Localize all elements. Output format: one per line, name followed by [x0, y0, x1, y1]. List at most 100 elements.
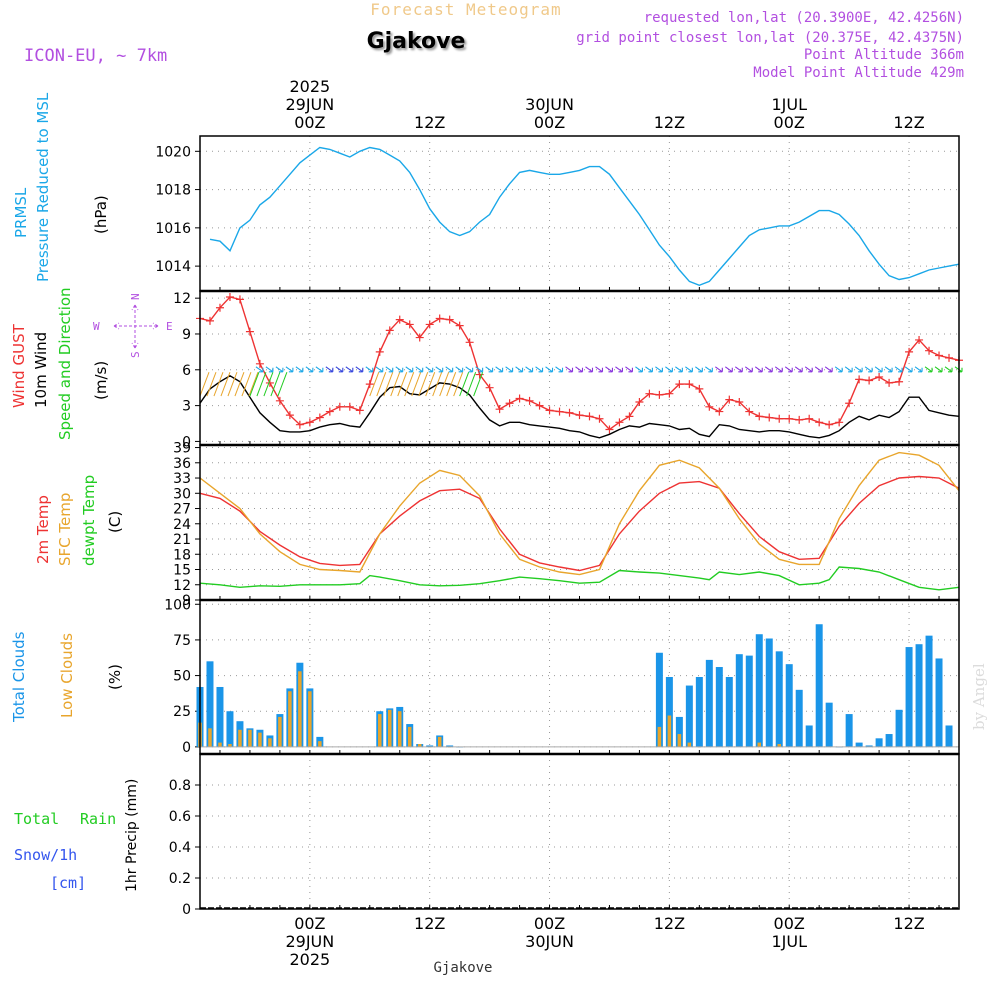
gust-point	[405, 320, 414, 329]
wind-direction-arrow	[864, 366, 873, 373]
wind-direction-arrow	[655, 366, 663, 373]
wind-hatch	[256, 372, 267, 397]
gust-point	[465, 338, 474, 347]
wind-direction-arrow	[295, 366, 304, 373]
wind-hatch	[439, 372, 450, 397]
bar-total-clouds	[935, 658, 943, 747]
wind-direction-arrow	[714, 366, 723, 373]
wind-direction-arrow	[555, 366, 564, 373]
bar-total-clouds	[695, 677, 703, 747]
ms-label: (m/s)	[92, 361, 110, 400]
y-tick-label: 33	[173, 471, 191, 487]
panel-frame	[199, 444, 960, 601]
super-title: Forecast Meteogram	[370, 0, 561, 19]
compass-arrows	[113, 304, 159, 349]
bar-total-clouds	[855, 742, 863, 747]
top-time-label: 2025	[289, 77, 330, 96]
bar-low-clouds	[437, 736, 442, 747]
gust-point	[445, 315, 454, 324]
y-tick-label: 0	[182, 434, 191, 450]
gust-point	[815, 418, 824, 427]
gust-point	[905, 347, 914, 356]
y-tick-label: 6	[182, 363, 191, 379]
gust-point	[515, 394, 524, 403]
gust-point	[565, 408, 574, 417]
wind-direction-arrow	[894, 366, 903, 373]
gust-point	[945, 353, 954, 362]
top-time-label: 12Z	[414, 113, 445, 132]
pressure-labels: PRMSL Pressure Reduced to MSL (hPa)	[12, 92, 110, 282]
hpa-label: (hPa)	[92, 195, 110, 234]
wind-hatch	[277, 372, 288, 397]
wind-direction-arrow	[695, 366, 703, 373]
y-tick-label: 0.4	[169, 840, 191, 856]
rain-label: Rain	[80, 810, 116, 828]
bar-total-clouds	[875, 738, 883, 747]
top-time-label: 12Z	[893, 113, 924, 132]
top-time-label: 30JUN	[525, 95, 574, 114]
bottom-time-label: 29JUN	[285, 932, 334, 951]
dewpt-label: dewpt Temp	[80, 475, 98, 566]
wind-hatch	[199, 372, 210, 397]
bar-total-clouds	[655, 652, 663, 747]
wind-hatch	[466, 372, 477, 397]
bar-low-clouds	[677, 734, 682, 747]
gust-point	[695, 384, 704, 393]
wind-hatch	[227, 372, 238, 397]
bar-low-clouds	[218, 742, 222, 747]
wind-direction-arrow	[705, 366, 713, 373]
wind-direction-arrow	[485, 366, 494, 373]
series-line-2m-temp	[199, 475, 960, 572]
wind-10m-label: 10m Wind	[32, 332, 50, 408]
wind-direction-arrow	[505, 366, 514, 373]
gust-point	[855, 375, 864, 384]
wind-direction-arrow	[874, 366, 883, 373]
wind-direction-arrow	[415, 366, 424, 373]
top-time-label: 00Z	[534, 113, 565, 132]
wind-direction-arrow	[635, 366, 643, 373]
bar-total-clouds	[925, 635, 933, 747]
wind-direction-arrow	[565, 366, 574, 373]
temp2m-label: 2m Temp	[34, 495, 52, 564]
total-clouds-label: Total Clouds	[10, 631, 28, 723]
wind-direction-arrow	[445, 366, 454, 373]
y-tick-label: 1016	[155, 221, 191, 237]
wind-direction-arrow	[435, 366, 444, 373]
wind-direction-arrow	[315, 366, 324, 373]
gust-point	[715, 407, 724, 416]
wind-hatch	[390, 372, 401, 397]
gust-point	[335, 402, 344, 411]
bar-total-clouds	[665, 677, 673, 747]
gust-point	[895, 377, 904, 386]
bar-low-clouds	[298, 671, 302, 747]
bar-low-clouds	[258, 732, 262, 747]
wind-direction-arrow	[764, 366, 773, 373]
model-label: ICON-EU, ~ 7km	[24, 46, 167, 66]
series-line-prmsl	[209, 146, 960, 287]
gust-point	[735, 398, 744, 407]
bar-total-clouds	[685, 685, 693, 747]
compass-rose: N S W E	[93, 293, 173, 358]
wind-direction-arrow	[525, 366, 534, 373]
y-tick-label: 21	[173, 532, 191, 548]
y-tick-label: 15	[173, 563, 191, 579]
bar-total-clouds	[206, 661, 214, 747]
wind-direction-arrow	[834, 366, 843, 373]
wind-direction-arrow	[734, 366, 743, 373]
y-tick-label: 75	[173, 633, 191, 649]
wind-direction-arrow	[535, 366, 544, 373]
gust-point	[505, 399, 514, 408]
wind-direction-arrow	[804, 366, 813, 373]
gust-point	[355, 406, 364, 415]
sfc-temp-label: SFC Temp	[56, 493, 74, 566]
y-tick-label: 100	[164, 597, 191, 613]
wind-hatch	[369, 372, 380, 397]
bar-total-clouds	[705, 659, 713, 747]
gust-point	[415, 333, 424, 342]
wind-direction-arrow	[645, 366, 653, 373]
gust-point	[275, 396, 284, 405]
wind-hatch	[397, 372, 408, 397]
gust-point	[205, 316, 214, 325]
wind-direction-arrow	[685, 366, 693, 373]
wind-direction-arrow	[425, 366, 434, 373]
